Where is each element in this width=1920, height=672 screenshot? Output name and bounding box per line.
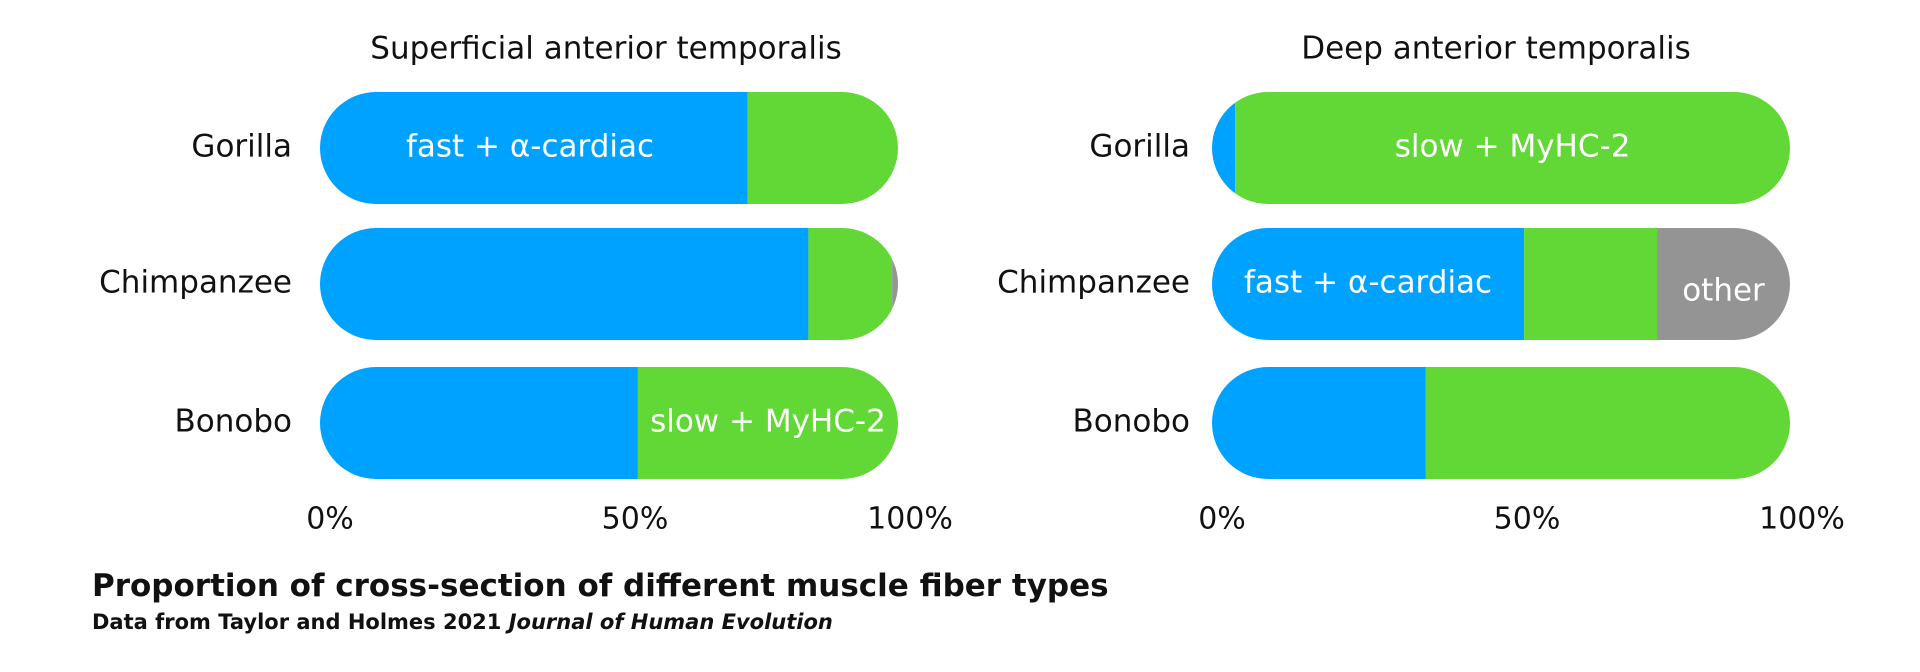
bar-segment-slow: [1524, 228, 1658, 340]
bar-segment-fast: [320, 228, 809, 340]
category-label: Bonobo: [1073, 404, 1191, 440]
segment-label: fast + α-cardiac: [1244, 265, 1492, 301]
stacked-bar: [1212, 228, 1790, 340]
caption-source-prefix: Data from Taylor and Holmes 2021: [92, 610, 509, 634]
stacked-bar: [1212, 92, 1790, 204]
bar-segment-other: [1657, 228, 1790, 340]
bar-segment-fast: [1212, 228, 1525, 340]
bar-segment-fast: [320, 367, 638, 479]
x-tick-label: 0%: [1198, 502, 1246, 537]
caption: Proportion of cross-section of different…: [92, 568, 1109, 634]
bar-segment-slow: [637, 367, 898, 479]
bar-segment-slow: [808, 228, 893, 340]
panel-1: Superficial anterior temporalis Gorilla fa…: [99, 31, 953, 537]
x-tick-label: 0%: [306, 502, 354, 537]
stacked-bar: [320, 367, 898, 479]
caption-source-journal: Journal of Human Evolution: [508, 610, 833, 634]
bar-segment-fast: [1212, 92, 1236, 204]
category-label: Chimpanzee: [99, 265, 292, 301]
category-label: Gorilla: [191, 129, 292, 165]
bar-segment-fast: [320, 92, 748, 204]
x-tick-label: 100%: [1759, 502, 1845, 537]
caption-title: Proportion of cross-section of different…: [92, 568, 1109, 604]
x-tick-label: 50%: [1494, 502, 1561, 537]
x-tick-label: 100%: [867, 502, 953, 537]
bar-segment-slow: [747, 92, 898, 204]
panel-2: Deep anterior temporalis Gorilla slow + My…: [997, 31, 1845, 537]
segment-label: other: [1682, 273, 1765, 309]
bar-segment-fast: [1212, 367, 1426, 479]
bar-segment-other: [892, 228, 898, 340]
segment-label: slow + MyHC-2: [1395, 129, 1631, 165]
caption-source: Data from Taylor and Holmes 2021 Journal…: [92, 610, 1109, 634]
panel-title: Superficial anterior temporalis: [370, 31, 841, 67]
category-label: Gorilla: [1089, 129, 1190, 165]
category-label: Chimpanzee: [997, 265, 1190, 301]
segment-label: fast + α-cardiac: [406, 129, 654, 165]
x-tick-label: 50%: [602, 502, 669, 537]
bar-segment-slow: [1425, 367, 1790, 479]
stacked-bar: [320, 92, 898, 204]
stacked-bar: [320, 228, 898, 340]
segment-label: slow + MyHC-2: [650, 404, 886, 440]
stacked-bar: [1212, 367, 1790, 479]
bar-segment-slow: [1235, 92, 1790, 204]
panel-title: Deep anterior temporalis: [1301, 31, 1691, 67]
category-label: Bonobo: [175, 404, 293, 440]
